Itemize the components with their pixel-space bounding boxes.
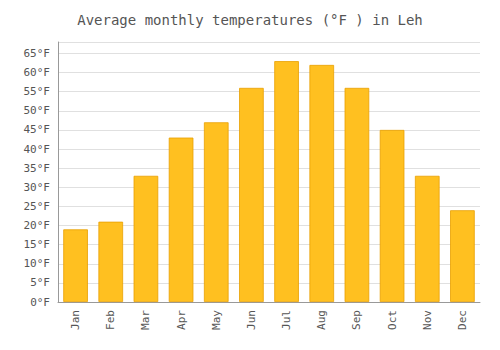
svg-text:15°F: 15°F (24, 238, 51, 251)
svg-text:Dec: Dec (456, 310, 469, 330)
svg-text:Nov: Nov (421, 310, 434, 330)
svg-text:30°F: 30°F (24, 181, 51, 194)
svg-text:Sep: Sep (350, 310, 363, 330)
svg-text:50°F: 50°F (24, 104, 51, 117)
svg-text:Jun: Jun (245, 310, 258, 330)
svg-text:Aug: Aug (315, 310, 328, 330)
svg-text:Apr: Apr (175, 310, 188, 330)
svg-text:Jan: Jan (69, 310, 82, 330)
svg-text:Mar: Mar (139, 310, 152, 330)
svg-text:May: May (210, 310, 223, 330)
svg-text:60°F: 60°F (24, 66, 51, 79)
svg-text:25°F: 25°F (24, 200, 51, 213)
svg-text:Average monthly temperatures (: Average monthly temperatures (°F ) in Le… (77, 12, 423, 28)
svg-text:55°F: 55°F (24, 85, 51, 98)
svg-text:45°F: 45°F (24, 123, 51, 136)
svg-text:Jul: Jul (280, 310, 293, 330)
svg-text:20°F: 20°F (24, 219, 51, 232)
svg-text:0°F: 0°F (30, 296, 50, 309)
svg-text:10°F: 10°F (24, 257, 51, 270)
svg-text:35°F: 35°F (24, 162, 51, 175)
svg-text:40°F: 40°F (24, 143, 51, 156)
svg-text:Feb: Feb (104, 310, 117, 330)
svg-text:65°F: 65°F (24, 47, 51, 60)
svg-text:5°F: 5°F (30, 276, 50, 289)
svg-text:Oct: Oct (386, 310, 399, 330)
